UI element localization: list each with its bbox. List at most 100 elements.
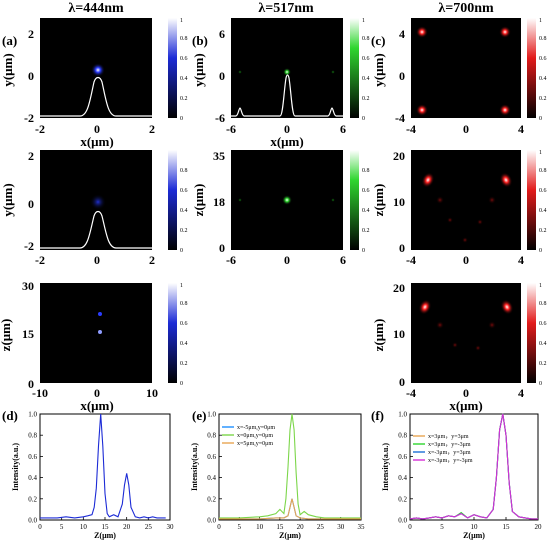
c1-ylabel: y(μm) — [371, 53, 386, 86]
b2-ytick: 35 — [213, 149, 225, 163]
a2-xtick: 2 — [149, 253, 155, 267]
y-tick-label: 0.2 — [207, 495, 216, 503]
b2-xtick: 6 — [340, 253, 346, 267]
c2-ytick: 10 — [393, 195, 405, 209]
b2-ytick: 18 — [213, 195, 225, 209]
a3-xtick: 0 — [94, 386, 100, 400]
b1-xtick: 6 — [340, 122, 346, 136]
panel-label-c: (c) — [371, 33, 385, 48]
x-tick-label: 20 — [123, 523, 131, 531]
c3-xtick: 4 — [518, 386, 524, 400]
y-axis-label: Intensity(a.u.) — [381, 443, 390, 491]
svg-text:0.4: 0.4 — [180, 208, 188, 214]
c1-xtick: 0 — [463, 122, 469, 136]
x-tick-label: 25 — [145, 523, 153, 531]
svg-text:0.2: 0.2 — [180, 228, 188, 234]
a1-ytick: 0 — [28, 69, 34, 83]
svg-text:0.6: 0.6 — [180, 188, 188, 194]
a3-ylabel: z(μm) — [0, 319, 13, 352]
x-tick-label: 5 — [238, 523, 242, 531]
c2-ytick: 0 — [399, 241, 405, 255]
heatmap-c3 — [411, 283, 521, 383]
b1-xtick: -6 — [226, 122, 236, 136]
y-tick-label: 0.2 — [398, 495, 407, 503]
svg-text:1: 1 — [362, 18, 365, 24]
svg-text:1: 1 — [539, 283, 542, 289]
a1-xtick: 2 — [149, 122, 155, 136]
svg-text:0: 0 — [180, 116, 183, 122]
c1-ytick: 0 — [399, 69, 405, 83]
a2-ytick: 0 — [28, 197, 34, 211]
a1-ytick: -2 — [24, 111, 34, 125]
svg-text:0.4: 0.4 — [539, 208, 547, 214]
heatmap-c2 — [411, 150, 521, 250]
b1-ytick: 6 — [219, 27, 225, 41]
y-axis-label: Intensity(a.u.) — [11, 443, 20, 491]
colorbar-a2: 0.8 0.6 0.4 0.2 0 — [168, 150, 188, 254]
svg-text:0: 0 — [539, 116, 542, 122]
plot-frame — [39, 413, 171, 521]
x-tick-label: 15 — [102, 523, 110, 531]
a3-xlabel: x(μm) — [80, 398, 113, 413]
svg-text:1: 1 — [539, 18, 542, 24]
b1-ylabel: y(μm) — [191, 53, 206, 86]
heatmap-c1 — [411, 18, 521, 118]
b1-ytick: 0 — [219, 69, 225, 83]
c3-ylabel: z(μm) — [371, 319, 386, 352]
x-tick-label: 10 — [471, 523, 479, 531]
y-tick-label: 0.6 — [28, 453, 37, 461]
svg-text:0.8: 0.8 — [539, 36, 547, 42]
legend-label: x=3μm，y=-3μm — [428, 442, 471, 448]
x-tick-label: 0 — [217, 523, 221, 531]
svg-text:0.2: 0.2 — [180, 361, 188, 367]
svg-text:0.2: 0.2 — [539, 228, 547, 234]
a2-ytick: -2 — [24, 239, 34, 253]
legend-label: x=5μm,y=0μm — [237, 441, 273, 447]
c3-ytick: 10 — [393, 327, 405, 341]
a3-xtick: 10 — [146, 386, 158, 400]
x-tick-label: 5 — [440, 523, 444, 531]
svg-text:0.6: 0.6 — [539, 321, 547, 327]
b2-ytick: 0 — [219, 241, 225, 255]
a2-ytick: 2 — [28, 149, 34, 163]
c3-xtick: -4 — [406, 386, 416, 400]
y-tick-label: 0.6 — [207, 453, 216, 461]
b1-xtick: 0 — [284, 122, 290, 136]
title-700: λ=700nm — [438, 1, 494, 16]
c2-xtick: 4 — [518, 253, 524, 267]
svg-text:0.8: 0.8 — [362, 168, 370, 174]
a1-ylabel: y(μm) — [0, 53, 15, 86]
y-tick-label: 0.8 — [28, 432, 37, 440]
colorbar-c1: 1 0.8 0.6 0.4 0.2 0 — [527, 18, 547, 122]
c2-xtick: 0 — [463, 253, 469, 267]
y-tick-label: 1.0 — [207, 411, 216, 419]
panel-label-a: (a) — [2, 33, 17, 48]
legend-label: x=0μm,y=0μm — [237, 433, 273, 439]
svg-text:0.8: 0.8 — [539, 168, 547, 174]
svg-text:0.4: 0.4 — [180, 341, 188, 347]
colorbar-c2: 1 0.8 0.6 0.4 0.2 0 — [527, 150, 547, 254]
svg-text:0.6: 0.6 — [180, 321, 188, 327]
c2-ytick: 20 — [393, 149, 405, 163]
chart-d: 0.0 0.2 0.4 0.6 0.8 1.0 0 5 10 15 20 25 30 Z(μm) Inten… — [11, 411, 174, 541]
svg-text:0.8: 0.8 — [539, 301, 547, 307]
c1-ytick: -4 — [395, 111, 405, 125]
heatmap-a1 — [40, 18, 152, 118]
a2-xtick: -2 — [35, 253, 45, 267]
x-tick-label: 5 — [60, 523, 64, 531]
y-tick-label: 0.0 — [28, 517, 37, 525]
y-tick-label: 0.6 — [398, 453, 407, 461]
heatmap-a2 — [40, 150, 152, 250]
colorbar-b2: 0.8 0.6 0.4 0.2 0 — [350, 150, 370, 254]
y-tick-label: 0.0 — [398, 517, 407, 525]
a2-xtick: 0 — [94, 253, 100, 267]
colorbar-c3: 1 0.8 0.6 0.4 0.2 0 — [527, 283, 547, 387]
svg-text:0.4: 0.4 — [180, 76, 188, 82]
panel-label-f: (f) — [371, 408, 384, 423]
svg-text:0.2: 0.2 — [539, 96, 547, 102]
heatmap-b2 — [231, 150, 343, 250]
x-tick-label: 30 — [167, 523, 175, 531]
svg-text:0: 0 — [362, 116, 365, 122]
panel-label-e: (e) — [192, 408, 206, 423]
